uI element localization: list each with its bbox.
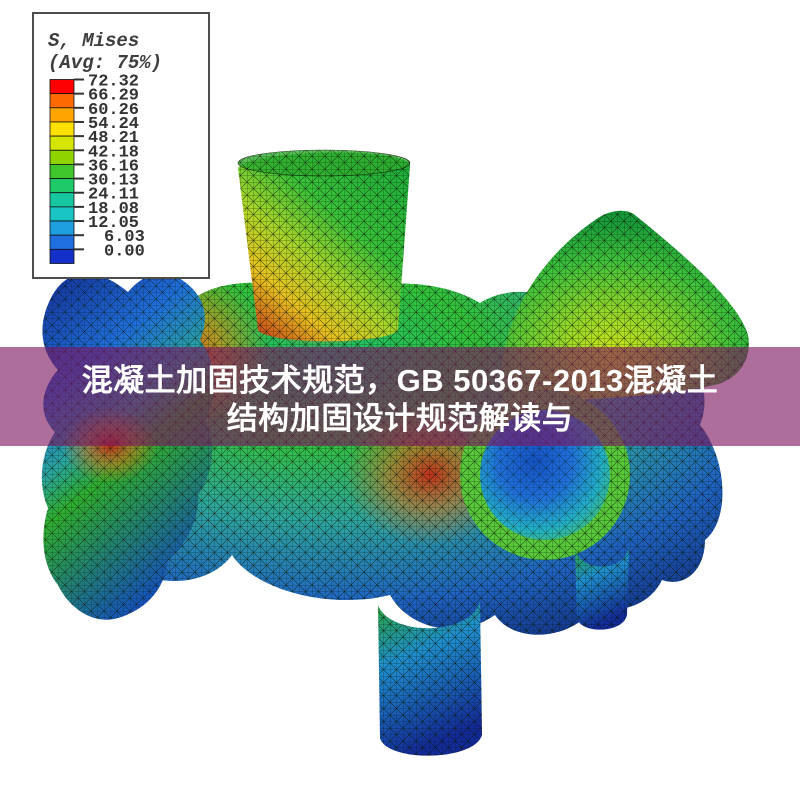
svg-text:(Avg: 75%): (Avg: 75%)	[48, 52, 162, 74]
svg-text:0.00: 0.00	[104, 242, 145, 261]
svg-text:混凝土加固技术规范，GB 50367-2013混凝土: 混凝土加固技术规范，GB 50367-2013混凝土	[82, 363, 719, 398]
svg-text:结构加固设计规范解读与: 结构加固设计规范解读与	[227, 401, 574, 436]
svg-text:S, Mises: S, Mises	[48, 30, 139, 52]
